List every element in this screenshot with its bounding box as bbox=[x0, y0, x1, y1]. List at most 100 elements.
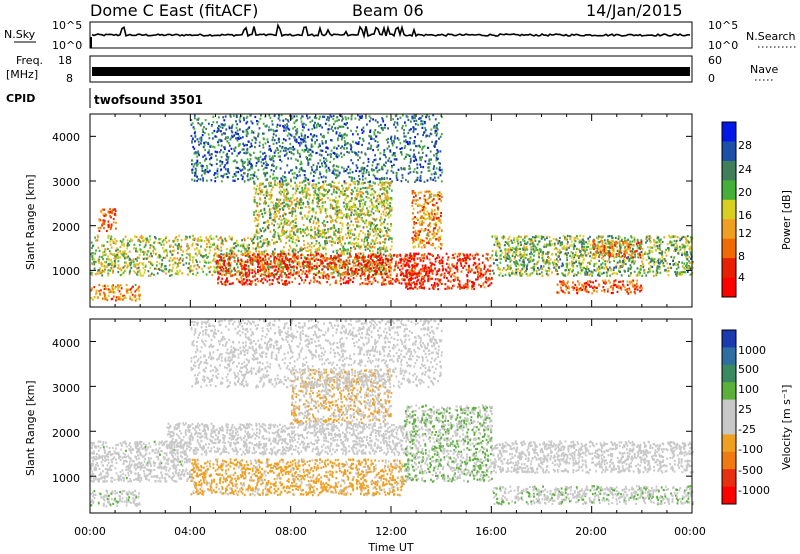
heatmap-cell bbox=[354, 228, 357, 231]
heatmap-cell bbox=[343, 276, 346, 279]
heatmap-cell bbox=[243, 253, 245, 256]
heatmap-cell bbox=[147, 270, 150, 273]
heatmap-cell bbox=[311, 235, 313, 238]
heatmap-cell bbox=[552, 238, 555, 241]
heatmap-cell bbox=[367, 211, 370, 214]
heatmap-cell bbox=[249, 251, 252, 254]
heatmap-cell bbox=[356, 244, 358, 247]
heatmap-cell bbox=[432, 244, 434, 247]
heatmap-cell bbox=[379, 257, 381, 260]
heatmap-cell bbox=[628, 245, 631, 248]
heatmap-cell bbox=[97, 236, 99, 239]
heatmap-cell bbox=[261, 278, 263, 281]
heatmap-cell bbox=[271, 201, 274, 204]
heatmap-cell bbox=[123, 242, 125, 246]
heatmap-cell bbox=[499, 243, 502, 246]
heatmap-cell bbox=[362, 198, 365, 201]
heatmap-cell bbox=[288, 223, 291, 227]
heatmap-cell bbox=[374, 219, 377, 222]
heatmap-cell bbox=[201, 267, 203, 270]
heatmap-cell bbox=[279, 274, 282, 277]
heatmap-cell bbox=[115, 255, 118, 258]
heatmap-cell bbox=[224, 283, 227, 286]
heatmap-cell bbox=[292, 265, 295, 268]
heatmap-cell bbox=[374, 266, 377, 269]
heatmap-cell bbox=[437, 245, 440, 249]
heatmap-cell bbox=[323, 246, 326, 249]
heatmap-cell bbox=[261, 259, 264, 262]
heatmap-cell bbox=[426, 237, 428, 240]
heatmap-cell bbox=[296, 185, 298, 188]
heatmap-cell bbox=[677, 273, 680, 276]
heatmap-cell bbox=[403, 260, 406, 263]
heatmap-cell bbox=[247, 275, 250, 278]
heatmap-cell bbox=[477, 253, 479, 256]
heatmap-cell bbox=[429, 278, 432, 281]
heatmap-cell bbox=[117, 270, 120, 274]
heatmap-cell bbox=[319, 198, 322, 202]
heatmap-cell bbox=[283, 194, 285, 197]
heatmap-cell bbox=[247, 247, 250, 250]
heatmap-cell bbox=[386, 191, 389, 194]
heatmap-cell bbox=[266, 245, 269, 248]
heatmap-cell bbox=[360, 238, 363, 241]
heatmap-cell bbox=[493, 262, 495, 265]
heatmap-cell bbox=[210, 237, 213, 240]
heatmap-cell bbox=[326, 183, 328, 186]
heatmap-cell bbox=[254, 283, 257, 286]
heatmap-cell bbox=[226, 277, 228, 280]
heatmap-cell bbox=[421, 275, 424, 278]
heatmap-cell bbox=[376, 197, 379, 201]
heatmap-cell bbox=[229, 275, 232, 278]
heatmap-cell bbox=[229, 267, 232, 270]
heatmap-cell bbox=[434, 247, 437, 250]
heatmap-cell bbox=[221, 238, 224, 241]
heatmap-cell bbox=[217, 238, 220, 241]
heatmap-cell bbox=[299, 198, 302, 201]
heatmap-cell bbox=[414, 276, 417, 280]
heatmap-cell bbox=[617, 237, 620, 241]
heatmap-cell bbox=[573, 237, 575, 240]
heatmap-cell bbox=[126, 239, 129, 242]
heatmap-cell bbox=[417, 218, 419, 221]
heatmap-cell bbox=[371, 262, 374, 265]
heatmap-cell bbox=[399, 261, 402, 264]
heatmap-cell bbox=[423, 240, 426, 243]
heatmap-cell bbox=[212, 243, 214, 246]
heatmap-cell bbox=[567, 271, 570, 275]
heatmap-cell bbox=[240, 258, 243, 261]
heatmap-cell bbox=[359, 252, 362, 255]
heatmap-cell bbox=[288, 272, 290, 275]
heatmap-cell bbox=[389, 258, 392, 262]
heatmap-cell bbox=[333, 199, 336, 202]
heatmap-cell bbox=[681, 252, 684, 255]
heatmap-cell bbox=[323, 224, 326, 228]
heatmap-cell bbox=[190, 265, 192, 268]
heatmap-cell bbox=[111, 261, 113, 264]
heatmap-cell bbox=[421, 286, 424, 289]
heatmap-cell bbox=[406, 285, 408, 288]
heatmap-cell bbox=[359, 202, 361, 205]
heatmap-cell bbox=[134, 299, 137, 302]
heatmap-cell bbox=[378, 246, 381, 249]
heatmap-cell bbox=[566, 259, 569, 262]
heatmap-cell bbox=[341, 250, 343, 253]
heatmap-cell bbox=[426, 232, 429, 235]
heatmap-cell bbox=[662, 261, 665, 264]
heatmap-cell bbox=[468, 279, 471, 282]
heatmap-cell bbox=[317, 202, 320, 205]
heatmap-cell bbox=[169, 244, 172, 247]
heatmap-cell bbox=[436, 282, 438, 285]
heatmap-cell bbox=[295, 260, 298, 263]
heatmap-cell bbox=[123, 257, 126, 260]
heatmap-cell bbox=[221, 273, 223, 276]
heatmap-cell bbox=[276, 182, 279, 185]
heatmap-cell bbox=[397, 261, 400, 264]
heatmap-cell bbox=[547, 263, 550, 266]
heatmap-cell bbox=[427, 280, 429, 283]
heatmap-cell bbox=[422, 281, 425, 284]
heatmap-cell bbox=[313, 280, 315, 284]
heatmap-cell bbox=[348, 217, 351, 220]
heatmap-cell bbox=[399, 268, 401, 271]
heatmap-cell bbox=[380, 222, 383, 225]
